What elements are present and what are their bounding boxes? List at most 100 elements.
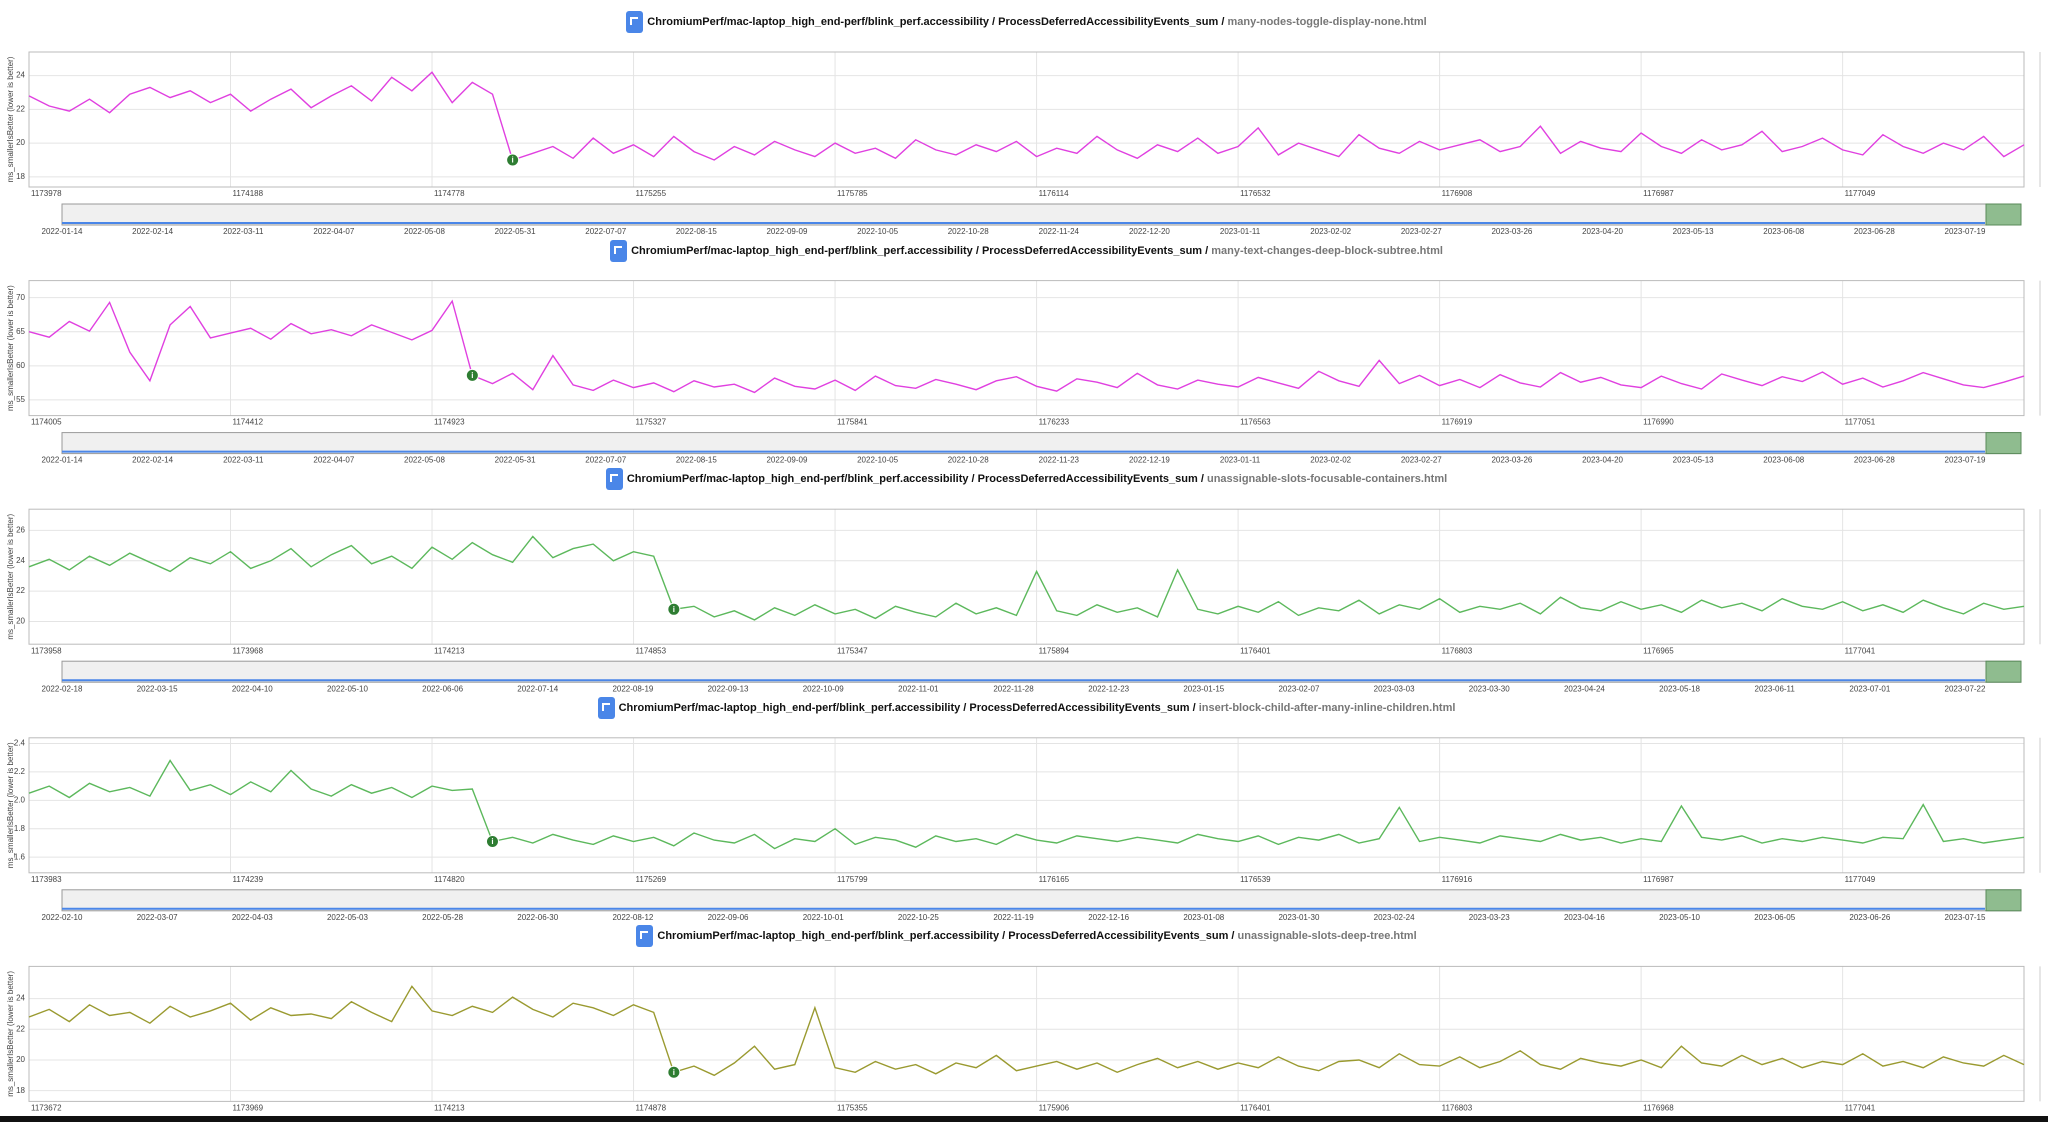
overview-date: 2022-02-14 bbox=[132, 227, 173, 236]
alert-label: i bbox=[673, 1068, 675, 1077]
overview-date: 2023-02-27 bbox=[1401, 227, 1442, 236]
y-axis-label: ms_smallerIsBetter (lower is better) bbox=[6, 56, 15, 182]
x-tick-label: 1174923 bbox=[434, 418, 465, 427]
overview-date: 2023-02-07 bbox=[1278, 684, 1319, 693]
overview-date: 2022-10-05 bbox=[857, 456, 898, 465]
overview-date: 2023-03-23 bbox=[1469, 913, 1510, 922]
x-tick-label: 1175894 bbox=[1039, 646, 1070, 655]
x-tick-label: 1176401 bbox=[1240, 646, 1271, 655]
x-tick-label: 1176563 bbox=[1240, 418, 1271, 427]
overview-date: 2022-10-28 bbox=[948, 456, 989, 465]
y-tick-label: 24 bbox=[16, 556, 25, 565]
overview-date: 2023-06-28 bbox=[1854, 456, 1895, 465]
plot-frame bbox=[28, 508, 2025, 645]
overview-date: 2022-05-08 bbox=[404, 227, 445, 236]
overview-date: 2022-04-10 bbox=[232, 684, 273, 693]
overview-date: 2022-10-01 bbox=[803, 913, 844, 922]
plot-frame bbox=[28, 280, 2025, 417]
overview-date: 2023-05-18 bbox=[1659, 684, 1700, 693]
overview-date: 2023-06-26 bbox=[1849, 913, 1890, 922]
overview-date: 2022-03-07 bbox=[137, 913, 178, 922]
overview-selection bbox=[1985, 203, 2022, 226]
x-tick-label: 1176165 bbox=[1039, 875, 1070, 884]
overview-date: 2022-08-15 bbox=[676, 456, 717, 465]
x-tick-label: 1177041 bbox=[1845, 646, 1876, 655]
chart-subtitle: unassignable-slots-deep-tree.html bbox=[1237, 930, 1417, 943]
data-line bbox=[28, 759, 2025, 850]
y-axis-label: ms_smallerIsBetter (lower is better) bbox=[6, 285, 15, 411]
plot-frame bbox=[28, 965, 2025, 1102]
x-tick-label: 1174188 bbox=[233, 189, 264, 198]
overview-date: 2023-02-02 bbox=[1310, 456, 1351, 465]
x-tick-label: 1174239 bbox=[233, 875, 264, 884]
overview-date: 2023-02-24 bbox=[1374, 913, 1415, 922]
overview-date: 2022-09-09 bbox=[766, 456, 807, 465]
x-tick-label: 1175906 bbox=[1039, 1104, 1070, 1113]
x-tick-label: 1174853 bbox=[636, 646, 667, 655]
data-line bbox=[28, 71, 2025, 161]
overview bbox=[61, 203, 2022, 226]
overview-date: 2023-03-03 bbox=[1374, 684, 1415, 693]
overview-date: 2023-04-20 bbox=[1582, 456, 1623, 465]
x-tick-label: 1173969 bbox=[233, 1104, 264, 1113]
x-tick-label: 1177049 bbox=[1845, 875, 1876, 884]
x-tick-label: 1176987 bbox=[1643, 875, 1674, 884]
y-tick-label: 1.8 bbox=[14, 824, 26, 833]
overview-date: 2023-06-11 bbox=[1755, 684, 1796, 693]
overview-date: 2023-05-10 bbox=[1659, 913, 1700, 922]
overview-date: 2022-10-09 bbox=[803, 684, 844, 693]
chart-subtitle: many-nodes-toggle-display-none.html bbox=[1227, 16, 1427, 28]
overview-selection bbox=[1985, 432, 2022, 455]
overview-date: 2023-02-02 bbox=[1310, 227, 1351, 236]
overview-date: 2022-07-07 bbox=[585, 227, 626, 236]
overview-date: 2022-06-30 bbox=[517, 913, 558, 922]
overview-date: 2022-02-10 bbox=[42, 913, 83, 922]
overview-date: 2022-11-24 bbox=[1039, 227, 1080, 236]
plot-frame bbox=[28, 51, 2025, 188]
y-tick-label: 22 bbox=[16, 586, 25, 595]
y-tick-label: 22 bbox=[16, 1024, 25, 1033]
header-icon bbox=[636, 925, 654, 948]
x-tick-label: 1173958 bbox=[31, 646, 62, 655]
overview-date: 2023-01-11 bbox=[1220, 227, 1261, 236]
overview-date: 2023-03-26 bbox=[1491, 227, 1532, 236]
x-tick-label: 1174005 bbox=[31, 418, 62, 427]
chart-subtitle: many-text-changes-deep-block-subtree.htm… bbox=[1211, 244, 1443, 257]
overview-date: 2023-05-13 bbox=[1673, 456, 1714, 465]
chart-header: ChromiumPerf/mac-laptop_high_end-perf/bl… bbox=[29, 925, 2024, 948]
overview-selection bbox=[1985, 660, 2022, 683]
overview bbox=[61, 432, 2022, 455]
overview-date: 2022-05-08 bbox=[404, 456, 445, 465]
x-tick-label: 1176916 bbox=[1442, 875, 1473, 884]
overview-date: 2023-07-19 bbox=[1945, 456, 1986, 465]
overview-date: 2022-08-19 bbox=[612, 684, 653, 693]
x-tick-label: 1175269 bbox=[636, 875, 667, 884]
overview bbox=[61, 889, 2022, 912]
y-tick-label: 26 bbox=[16, 526, 25, 535]
x-tick-label: 1174213 bbox=[434, 1104, 465, 1113]
alert-marker bbox=[667, 602, 681, 616]
x-tick-label: 1176539 bbox=[1240, 875, 1271, 884]
overview-date: 2022-09-13 bbox=[708, 684, 749, 693]
overview-date: 2022-02-14 bbox=[132, 456, 173, 465]
overview-date: 2022-03-11 bbox=[223, 456, 264, 465]
x-tick-label: 1176987 bbox=[1643, 189, 1674, 198]
x-tick-label: 1173968 bbox=[233, 646, 264, 655]
alert-marker bbox=[667, 1065, 681, 1079]
overview-date: 2022-10-28 bbox=[948, 227, 989, 236]
overview-date: 2022-07-07 bbox=[585, 456, 626, 465]
data-line bbox=[28, 299, 2025, 394]
x-tick-label: 1177041 bbox=[1845, 1104, 1876, 1113]
x-tick-label: 1174412 bbox=[233, 418, 264, 427]
x-tick-label: 1176803 bbox=[1442, 1104, 1473, 1113]
chart-header: ChromiumPerf/mac-laptop_high_end-perf/bl… bbox=[29, 11, 2024, 34]
overview-date: 2023-03-30 bbox=[1469, 684, 1510, 693]
overview-date: 2022-08-15 bbox=[676, 227, 717, 236]
x-tick-label: 1177051 bbox=[1845, 418, 1876, 427]
x-tick-label: 1177049 bbox=[1845, 189, 1876, 198]
alert-label: i bbox=[512, 156, 514, 165]
y-tick-label: 2.2 bbox=[14, 767, 26, 776]
overview-date: 2022-09-09 bbox=[766, 227, 807, 236]
chart-title: ChromiumPerf/mac-laptop_high_end-perf/bl… bbox=[618, 701, 1196, 714]
